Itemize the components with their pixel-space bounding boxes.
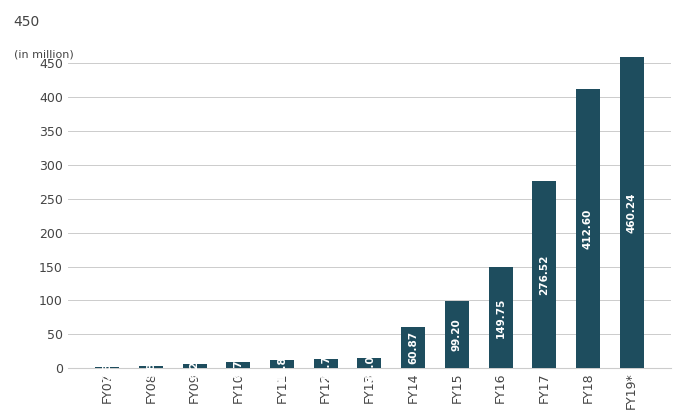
Bar bbox=[620, 57, 643, 368]
Text: 6.22: 6.22 bbox=[190, 353, 199, 379]
Text: 460.24: 460.24 bbox=[626, 192, 637, 233]
Text: 60.87: 60.87 bbox=[408, 331, 418, 364]
Bar bbox=[489, 267, 513, 368]
Bar bbox=[270, 360, 294, 368]
Text: 8.77: 8.77 bbox=[233, 352, 243, 378]
Text: 15.05: 15.05 bbox=[365, 347, 374, 379]
Text: 3.87: 3.87 bbox=[146, 354, 156, 380]
Text: 450: 450 bbox=[14, 15, 40, 29]
Text: 11.87: 11.87 bbox=[277, 347, 287, 381]
Bar bbox=[445, 301, 469, 368]
Text: 13.79: 13.79 bbox=[321, 347, 331, 380]
Bar bbox=[401, 327, 425, 368]
Text: 412.60: 412.60 bbox=[583, 208, 593, 249]
Text: 2.34: 2.34 bbox=[102, 354, 113, 380]
Text: (in million): (in million) bbox=[14, 50, 73, 60]
Bar bbox=[314, 359, 338, 368]
Bar bbox=[532, 181, 556, 368]
Bar bbox=[357, 358, 382, 368]
Bar bbox=[139, 366, 163, 368]
Text: 99.20: 99.20 bbox=[452, 318, 462, 351]
Bar bbox=[576, 89, 600, 368]
Text: 149.75: 149.75 bbox=[496, 297, 506, 338]
Bar bbox=[95, 366, 119, 368]
Text: 276.52: 276.52 bbox=[539, 254, 549, 295]
Bar bbox=[182, 364, 207, 368]
Bar bbox=[226, 362, 250, 368]
